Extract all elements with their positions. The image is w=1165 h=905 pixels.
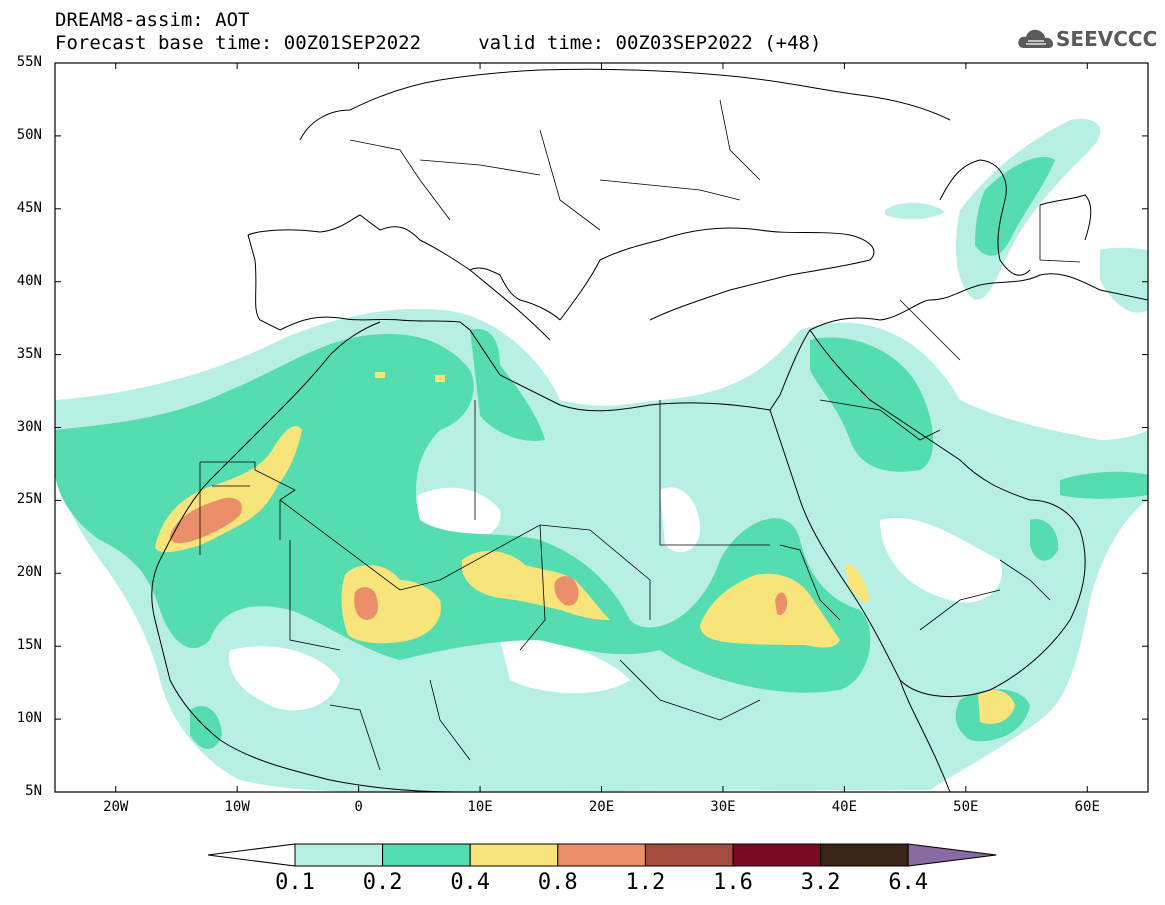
colorbar-min-arrow [207, 843, 296, 867]
colorbar-label: 1.6 [713, 870, 753, 895]
colorbar-max-arrow [907, 843, 997, 867]
lat-label: 10N [16, 710, 42, 727]
cloud-icon [1018, 29, 1053, 48]
lon-label: 10W [224, 799, 250, 815]
coastlines [151, 68, 1148, 792]
colorbar-label: 0.4 [450, 870, 491, 895]
lat-label: 25N [16, 491, 42, 508]
colorbar-swatch [820, 843, 909, 867]
lat-label: 45N [16, 199, 42, 216]
colorbar-swatch [294, 843, 384, 867]
lon-label: 40E [831, 799, 858, 815]
colorbar-swatch [469, 843, 559, 867]
colorbar-swatch [644, 843, 734, 867]
lon-label: 60E [1074, 799, 1100, 815]
colorbar-label: 0.1 [275, 870, 315, 895]
map-plot-area [55, 63, 1148, 792]
lon-label: 30E [710, 799, 736, 815]
lat-label: 15N [16, 637, 42, 654]
logo-text: SEEVCCC [1056, 27, 1158, 51]
colorbar-swatch [557, 843, 646, 867]
lon-label: 50E [953, 799, 979, 815]
lon-label: 20W [103, 799, 129, 815]
colorbar-label: 1.2 [625, 870, 666, 895]
title-line-1: DREAM8-assim: AOT [55, 9, 250, 31]
colorbar-label: 0.2 [362, 870, 403, 895]
lat-label: 5N [25, 783, 42, 799]
colorbar-label: 0.8 [537, 870, 578, 895]
lat-label: 35N [16, 345, 42, 362]
colorbar [207, 843, 997, 867]
colorbar-label: 3.2 [800, 870, 841, 895]
lat-label: 55N [16, 54, 42, 70]
title-line-2: Forecast base time: 00Z01SEP2022 valid t… [55, 32, 822, 54]
colorbar-label: 6.4 [888, 870, 929, 895]
lat-label: 50N [16, 126, 42, 143]
lat-label: 20N [16, 564, 42, 581]
axis-ticks [55, 62, 1148, 793]
aot-level-0.8 [170, 497, 788, 620]
lon-label: 20E [588, 799, 615, 815]
colorbar-swatch [732, 843, 822, 867]
lat-label: 40N [16, 272, 42, 289]
lon-label: 10E [467, 799, 493, 815]
lon-label: 0 [354, 799, 363, 815]
colorbar-swatch [382, 843, 471, 867]
lat-label: 30N [16, 418, 42, 435]
country-borders [199, 99, 1081, 771]
